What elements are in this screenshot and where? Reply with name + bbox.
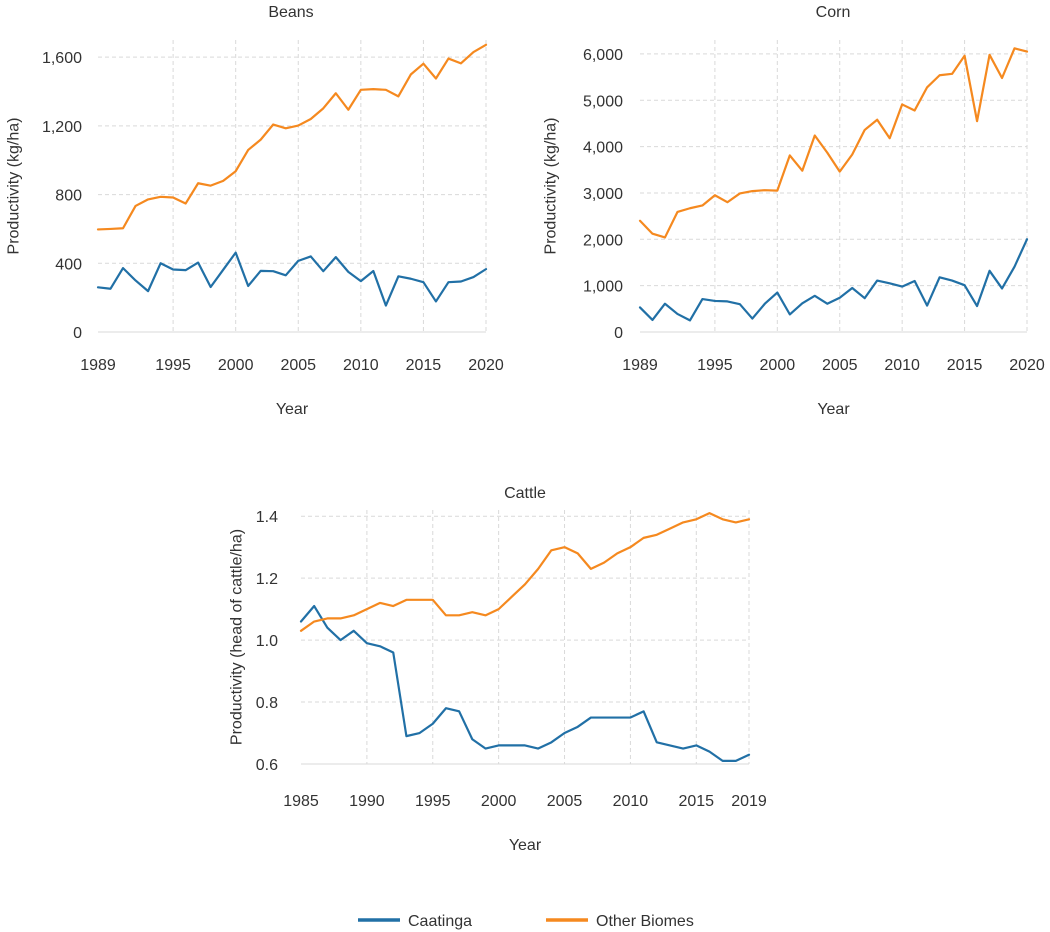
legend-label-caatinga: Caatinga <box>408 913 472 930</box>
y-tick-label: 1,200 <box>42 119 82 136</box>
x-tick-label: 2015 <box>947 357 983 374</box>
y-tick-label: 1.4 <box>256 509 278 526</box>
x-tick-label: 2015 <box>678 793 714 810</box>
x-tick-label: 2015 <box>406 357 442 374</box>
y-tick-label: 0.8 <box>256 695 278 712</box>
y-tick-label: 0.6 <box>256 757 278 774</box>
x-tick-label: 1995 <box>697 357 733 374</box>
x-tick-label: 2000 <box>760 357 796 374</box>
x-tick-label: 2005 <box>547 793 583 810</box>
corn-chart: Corn Year Productivity (kg/ha) 1989 1995 2000… <box>543 4 1045 418</box>
series-line-other-biomes <box>638 47 1029 239</box>
chart-title: Beans <box>268 4 313 21</box>
y-tick-label: 400 <box>55 256 82 273</box>
y-tick-label: 1,000 <box>583 279 623 296</box>
y-tick-label: 5,000 <box>583 93 623 110</box>
x-tick-label: 2010 <box>343 357 379 374</box>
x-tick-label: 2020 <box>468 357 504 374</box>
series-line-other-biomes <box>299 511 751 632</box>
chart-title: Corn <box>816 4 851 21</box>
x-tick-label: 1995 <box>155 357 191 374</box>
x-tick-label: 2000 <box>481 793 517 810</box>
x-tick-label: 2010 <box>613 793 649 810</box>
x-tick-label: 2005 <box>822 357 858 374</box>
y-axis-label: Productivity (kg/ha) <box>543 118 560 255</box>
cattle-chart: Cattle Year Productivity (head of cattle/h… <box>229 485 767 854</box>
y-axis-label: Productivity (head of cattle/ha) <box>229 529 246 745</box>
y-tick-label: 1.2 <box>256 571 278 588</box>
y-tick-label: 2,000 <box>583 232 623 249</box>
x-tick-label: 2000 <box>218 357 254 374</box>
beans-chart: Beans Year Productivity (kg/ha) 1989 1995 200… <box>6 4 504 418</box>
chart-title: Cattle <box>504 485 546 502</box>
x-tick-label: 1995 <box>415 793 451 810</box>
y-tick-label: 1,600 <box>42 50 82 67</box>
series-line-other-biomes <box>96 43 488 231</box>
y-tick-label: 6,000 <box>583 47 623 64</box>
y-tick-label: 800 <box>55 188 82 205</box>
x-axis-label: Year <box>817 401 850 418</box>
x-tick-label: 1990 <box>349 793 385 810</box>
y-tick-label: 0 <box>73 325 82 342</box>
x-axis-label: Year <box>509 837 542 854</box>
x-tick-label: 2010 <box>884 357 920 374</box>
x-tick-label: 1989 <box>80 357 116 374</box>
legend-label-other-biomes: Other Biomes <box>596 913 694 930</box>
x-tick-label: 1985 <box>283 793 319 810</box>
x-tick-label: 1989 <box>622 357 658 374</box>
y-axis-label: Productivity (kg/ha) <box>6 118 23 255</box>
series-line-caatinga <box>96 251 488 307</box>
y-tick-label: 3,000 <box>583 186 623 203</box>
y-tick-label: 0 <box>614 325 623 342</box>
y-tick-label: 4,000 <box>583 140 623 157</box>
x-tick-label: 2005 <box>280 357 316 374</box>
x-tick-label: 2019 <box>731 793 767 810</box>
x-tick-label: 2020 <box>1009 357 1045 374</box>
y-tick-label: 1.0 <box>256 633 278 650</box>
series-line-caatinga <box>299 604 751 763</box>
legend: Caatinga Other Biomes <box>358 913 694 930</box>
x-axis-label: Year <box>276 401 309 418</box>
series-line-caatinga <box>638 238 1029 322</box>
